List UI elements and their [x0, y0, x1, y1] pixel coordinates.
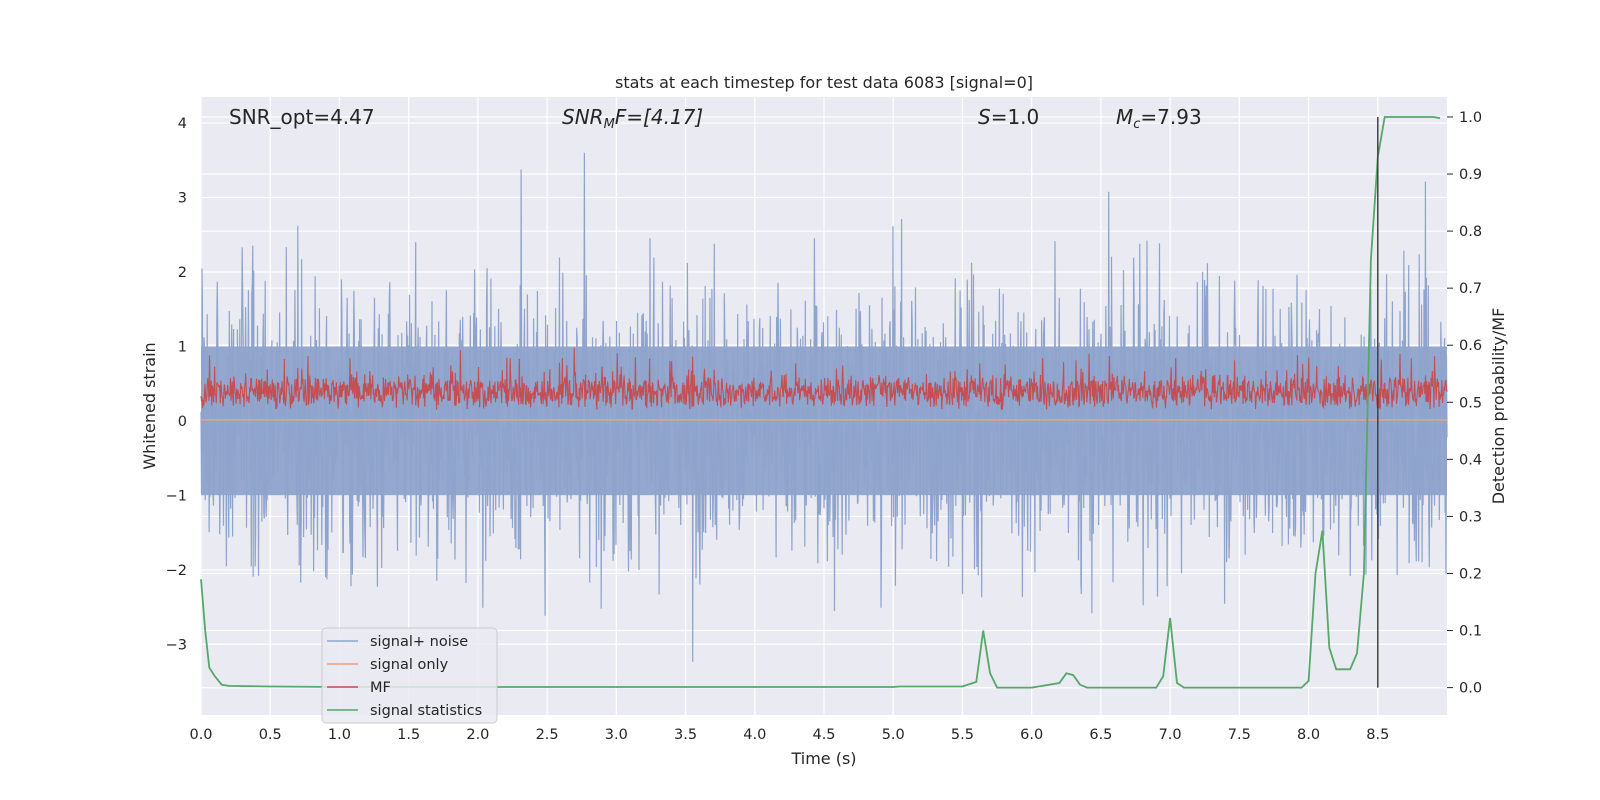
- y-tick-label: −3: [166, 637, 187, 653]
- x-tick-label: 0.0: [189, 727, 212, 743]
- series-mf: [200, 347, 1448, 410]
- y-right-tick-label: 0.0: [1459, 681, 1482, 697]
- series-signal-statistics: [200, 116, 1441, 689]
- y-axis-right-label: Detection probability/MF: [1489, 308, 1508, 505]
- y-tick-label: 0: [178, 414, 187, 430]
- y-right-tick-label: 0.8: [1459, 224, 1482, 240]
- x-tick-label: 1.0: [328, 727, 351, 743]
- y-right-tick-label: 1.0: [1459, 110, 1482, 126]
- legend-label-signal-only: signal only: [370, 657, 449, 673]
- annotation-snr-mf: SNRMF=[4.17]: [562, 105, 703, 132]
- x-tick-label: 7.0: [1159, 727, 1182, 743]
- x-tick-label: 0.5: [259, 727, 282, 743]
- y-right-tick-label: 0.9: [1459, 167, 1482, 183]
- x-tick-label: 8.0: [1297, 727, 1320, 743]
- y-right-tick-label: 0.5: [1459, 395, 1482, 411]
- series-signal-noise: [200, 152, 1448, 662]
- legend-label-mf: MF: [370, 680, 391, 696]
- y-right-tick-label: 0.3: [1459, 509, 1482, 525]
- y-axis-ticks: 4 3 2 1 0 −1 −2 −3: [166, 116, 187, 653]
- x-tick-label: 7.5: [1228, 727, 1251, 743]
- x-tick-label: 4.0: [743, 727, 766, 743]
- y-right-tick-label: 0.6: [1459, 338, 1482, 354]
- legend-label-signal-noise: signal+ noise: [370, 634, 468, 650]
- x-tick-label: 8.5: [1366, 727, 1389, 743]
- y-axis-label: Whitened strain: [140, 342, 159, 469]
- y-tick-label: 2: [178, 265, 187, 281]
- x-tick-label: 2.5: [536, 727, 559, 743]
- annotation-snr-opt: SNR_opt=4.47: [229, 105, 375, 129]
- x-tick-label: 4.5: [812, 727, 835, 743]
- legend-label-signal-statistics: signal statistics: [370, 703, 482, 719]
- x-tick-label: 3.5: [674, 727, 697, 743]
- y-tick-label: 1: [178, 339, 187, 355]
- y-right-tick-label: 0.1: [1459, 624, 1482, 640]
- y-right-tick-label: 0.4: [1459, 452, 1482, 468]
- x-tick-label: 2.0: [466, 727, 489, 743]
- x-tick-label: 1.5: [397, 727, 420, 743]
- x-axis-ticks: 0.0 0.5 1.0 1.5 2.0 2.5 3.0 3.5 4.0 4.5 5.0 5.5 6.0 6…: [189, 727, 1389, 743]
- chart-title: stats at each timestep for test data 608…: [615, 73, 1033, 92]
- y-tick-label: 3: [178, 191, 187, 207]
- y-right-tick-label: 0.7: [1459, 281, 1482, 297]
- annotation-mc: Mc=7.93: [1116, 105, 1202, 132]
- x-tick-label: 5.5: [951, 727, 974, 743]
- legend: signal+ noise signal only MF signal stat…: [321, 627, 498, 724]
- y-tick-label: −2: [166, 563, 187, 579]
- y-tick-label: −1: [166, 488, 187, 504]
- x-axis-label: Time (s): [790, 749, 856, 768]
- x-tick-label: 3.0: [605, 727, 628, 743]
- legend-box: [321, 627, 498, 724]
- annotation-s: S=1.0: [978, 105, 1039, 129]
- y-right-tick-label: 0.2: [1459, 566, 1482, 582]
- x-tick-label: 6.0: [1020, 727, 1043, 743]
- x-tick-label: 6.5: [1089, 727, 1112, 743]
- y-axis-right-ticks: 1.0 0.9 0.8 0.7 0.6 0.5 0.4 0.3 0.2 0.1 0.0: [1447, 110, 1482, 697]
- x-tick-label: 5.0: [882, 727, 905, 743]
- y-tick-label: 4: [178, 116, 187, 132]
